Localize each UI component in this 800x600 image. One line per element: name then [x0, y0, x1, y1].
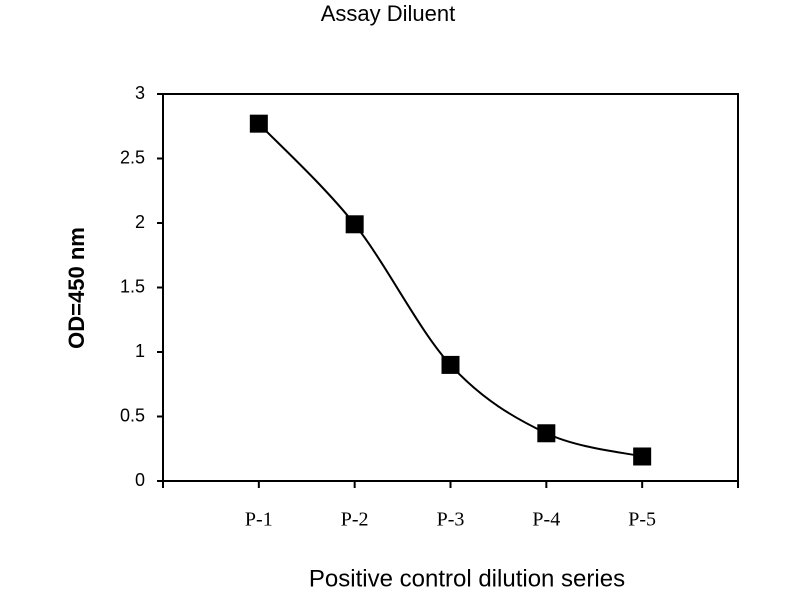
y-tick-label: 3 — [135, 83, 145, 103]
data-marker — [441, 355, 460, 374]
y-tick-label: 0.5 — [120, 405, 145, 425]
y-tick-label: 2.5 — [120, 147, 145, 167]
series-line — [258, 122, 643, 458]
x-axis-label: Positive control dilution series — [309, 565, 625, 592]
data-marker — [537, 424, 556, 443]
x-tick-label: P-1 — [245, 509, 273, 531]
data-marker — [249, 114, 268, 133]
x-tick-label: P-5 — [628, 509, 656, 531]
x-tick-label: P-2 — [341, 509, 369, 531]
x-tick-label: P-3 — [437, 509, 465, 531]
data-marker — [345, 215, 364, 234]
data-marker — [633, 447, 652, 466]
x-tick-label: P-4 — [532, 509, 560, 531]
y-tick-label: 2 — [135, 212, 145, 232]
y-tick-label: 0 — [135, 470, 145, 490]
plot-frame — [162, 93, 739, 482]
y-tick-label: 1.5 — [120, 276, 145, 296]
y-axis-label: OD=450 nm — [64, 227, 89, 349]
y-tick-label: 1 — [135, 341, 145, 361]
chart-title: Assay Diluent — [321, 1, 456, 26]
